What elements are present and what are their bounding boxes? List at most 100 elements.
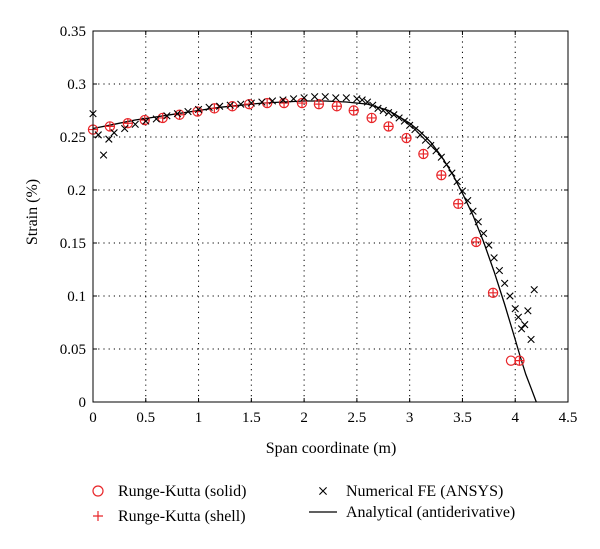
numerical-fe-ansys-point [384, 108, 393, 117]
numerical-fe-ansys-point [152, 115, 161, 123]
runge-kutta-shell-point [349, 105, 359, 116]
plot-frame [92, 30, 569, 403]
numerical-fe-ansys-point [300, 94, 308, 102]
numerical-fe-ansys-point [374, 104, 382, 113]
x-tick-label: 2.5 [348, 410, 367, 426]
numerical-fe-ansys-point [363, 98, 372, 106]
numerical-fe-ansys-point [279, 96, 287, 104]
numerical-fe-ansys-point [448, 169, 456, 177]
numerical-fe-ansys-point [390, 111, 398, 119]
legend-analytical-antiderivative-label: Analytical (antiderivative) [346, 504, 515, 521]
numerical-fe-ansys-point [247, 99, 256, 107]
y-tick-label: 0.35 [60, 24, 86, 40]
numerical-fe-ansys-point [524, 307, 532, 315]
numerical-fe-ansys-point [184, 107, 192, 116]
analytical-curve-layer [92, 100, 537, 403]
numerical-fe-ansys-point [395, 114, 403, 122]
legend-runge-kutta-shell-marker [93, 511, 103, 521]
x-tick-label: 1.5 [242, 410, 261, 426]
numerical-fe-ansys-point [120, 124, 129, 133]
numerical-fe-ansys-point [358, 96, 366, 104]
numerical-fe-ansys-point [506, 292, 514, 300]
numerical-fe-ansys-point [205, 103, 213, 112]
x-tick-label: 0 [89, 410, 97, 426]
runge-kutta-shell-point [383, 121, 394, 131]
numerical-fe-ansys-point [527, 335, 535, 344]
numerical-fe-ansys-point [500, 279, 509, 287]
numerical-fe-ansys-point [342, 94, 351, 102]
runge-kutta-shell-point [436, 170, 446, 180]
numerical-fe-ansys-point [453, 177, 461, 186]
numerical-fe-ansys-point [110, 129, 118, 137]
numerical-fe-ansys-point [442, 160, 451, 169]
runge-kutta-shell-point [488, 288, 498, 298]
numerical-fe-ansys-point [163, 112, 171, 120]
numerical-fe-ansys-point [310, 93, 319, 101]
tick-layer: 0 0.5 1 1.5 2 2.5 3 3.5 4 4.5 0 0.05 0.1 0.15 0.2 0.25 0… [60, 24, 578, 426]
numerical-fe-ansys-point [226, 101, 234, 109]
numerical-fe-ansys-point [464, 196, 472, 205]
runge-kutta-shell-point [105, 121, 115, 131]
numerical-fe-ansys-point [142, 117, 150, 125]
numerical-fe-ansys-point [437, 153, 446, 161]
runge-kutta-shell-point [453, 199, 463, 209]
legend-runge-kutta-shell-label: Runge-Kutta (shell) [118, 508, 246, 525]
numerical-fe-ansys-point [511, 305, 519, 313]
numerical-fe-ansys-point [173, 109, 182, 118]
x-tick-label: 3.5 [453, 410, 472, 426]
numerical-fe-ansys-point [332, 94, 340, 102]
numerical-fe-ansys-point [321, 93, 329, 101]
numerical-fe-ansys-point [405, 121, 414, 130]
legend-numerical-fe-ansys-marker [319, 487, 327, 495]
numerical-fe-ansys-point [485, 241, 493, 249]
numerical-fe-ansys-point [194, 105, 203, 114]
x-tick-label: 3 [406, 410, 414, 426]
numerical-fe-ansys-point [474, 218, 482, 226]
runge-kutta-shell-point [367, 113, 377, 123]
x-axis-label: Span coordinate (m) [266, 440, 397, 457]
numerical-fe-ansys-point [400, 117, 409, 125]
numerical-fe-ansys-point [268, 97, 277, 105]
y-tick-label: 0.1 [67, 289, 86, 305]
x-tick-label: 1 [195, 410, 203, 426]
runge-kutta-shell-point [401, 133, 412, 143]
numerical-fe-ansys-point [379, 106, 387, 115]
numerical-fe-ansys-point [131, 120, 139, 128]
runge-kutta-shell-point [279, 98, 289, 108]
y-tick-label: 0.2 [67, 183, 86, 199]
numerical-fe-ansys-point [289, 95, 298, 103]
numerical-fe-ansys-point [490, 254, 498, 262]
y-axis-label: Strain (%) [24, 179, 41, 245]
marker-layer [87, 93, 538, 366]
legend-runge-kutta-solid-label: Runge-Kutta (solid) [118, 483, 246, 500]
legend-numerical-fe-ansys-label: Numerical FE (ANSYS) [346, 483, 503, 500]
numerical-fe-ansys-point [495, 266, 504, 275]
y-tick-label: 0 [79, 395, 87, 411]
x-tick-label: 4.5 [559, 410, 578, 426]
x-tick-label: 4 [511, 410, 519, 426]
numerical-fe-ansys-point [530, 285, 538, 294]
runge-kutta-shell-point [314, 99, 324, 109]
runge-kutta-shell-point [158, 113, 168, 123]
runge-kutta-shell-point [332, 101, 342, 111]
numerical-fe-ansys-point [215, 102, 224, 110]
x-tick-label: 0.5 [136, 410, 155, 426]
y-tick-label: 0.3 [67, 77, 86, 93]
runge-kutta-shell-point [123, 118, 133, 128]
numerical-fe-ansys-point [514, 313, 523, 321]
grid [93, 31, 568, 402]
x-tick-label: 2 [300, 410, 308, 426]
y-tick-label: 0.25 [60, 130, 86, 146]
legend: Runge-Kutta (solid) Runge-Kutta (shell) Nu… [92, 483, 515, 525]
y-tick-label: 0.05 [60, 342, 86, 358]
numerical-fe-ansys-point [105, 135, 113, 143]
numerical-fe-ansys-point [369, 101, 377, 109]
analytical-antiderivative-line [92, 100, 537, 403]
runge-kutta-solid-point [505, 355, 517, 366]
numerical-fe-ansys-point [521, 320, 529, 329]
numerical-fe-ansys-point [432, 147, 440, 155]
numerical-fe-ansys-point [99, 151, 108, 159]
numerical-fe-ansys-point [517, 325, 526, 333]
runge-kutta-shell-point [418, 149, 428, 159]
